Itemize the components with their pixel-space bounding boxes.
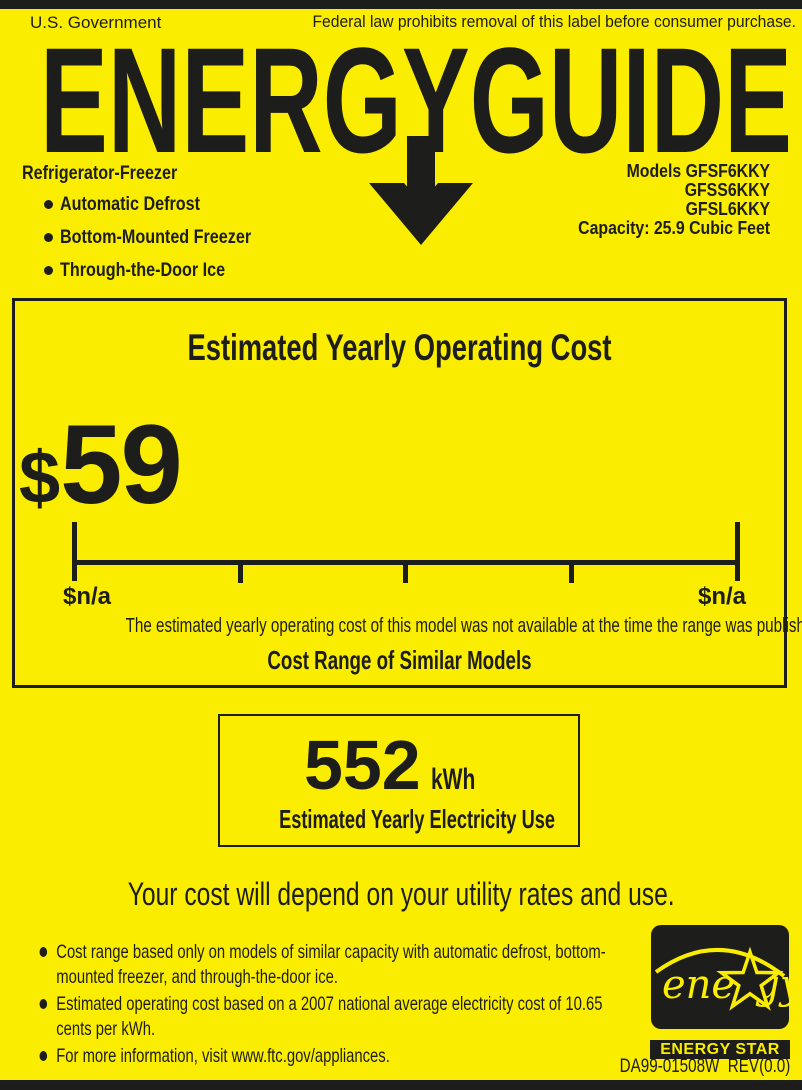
bullet-icon <box>44 266 53 275</box>
footnote-item: For more information, visit www.ftc.gov/… <box>38 1044 606 1069</box>
operating-cost-title: Estimated Yearly Operating Cost <box>187 327 612 368</box>
currency-symbol: $ <box>19 436 61 519</box>
kwh-unit: kWh <box>430 763 476 796</box>
cost-disclaimer: Your cost will depend on your utility ra… <box>127 876 675 912</box>
star-icon <box>716 946 784 1011</box>
product-description: Refrigerator-Freezer Automatic Defrost B… <box>22 163 285 284</box>
bullet-icon <box>39 999 48 1009</box>
footnote-text: Cost range based only on models of simil… <box>56 941 606 988</box>
electricity-use-caption: Estimated Yearly Electricity Use <box>279 804 555 834</box>
cost-amount: 59 <box>60 402 183 527</box>
model-info: Models GFSF6KKY GFSS6KKY GFSL6KKY Capaci… <box>578 162 770 238</box>
energyguide-logo: ENERGYGUIDE <box>40 36 792 245</box>
footnote-item: Cost range based only on models of simil… <box>38 940 606 990</box>
energy-star-badge: energy ENERGY STAR <box>650 924 802 1059</box>
footnotes-list: Cost range based only on models of simil… <box>38 940 606 1071</box>
bullet-icon <box>44 233 53 242</box>
government-text: U.S. Government <box>30 13 162 32</box>
feature-item: Through-the-Door Ice <box>22 258 285 284</box>
axis-mid-tick <box>403 560 408 583</box>
document-number: DA99-01508W REV(0.0) <box>619 1056 790 1077</box>
feature-label: Automatic Defrost <box>60 194 200 215</box>
axis-mid-tick <box>238 560 243 583</box>
axis-mid-tick <box>569 560 574 583</box>
capacity-line: Capacity: 25.9 Cubic Feet <box>578 218 770 238</box>
footnote-text: For more information, visit www.ftc.gov/… <box>56 1045 390 1067</box>
bottom-border-bar <box>0 1080 802 1090</box>
operating-cost-box: Estimated Yearly Operating Cost $ 59 $n/… <box>12 298 802 688</box>
kwh-value: 552 <box>303 726 421 804</box>
axis-end-tick-right <box>735 522 740 581</box>
footnote-text: Estimated operating cost based on a 2007… <box>56 993 603 1040</box>
range-min-label: $n/a <box>63 583 112 610</box>
model-line: GFSS6KKY <box>684 180 770 200</box>
top-border-bar <box>0 0 802 9</box>
energy-star-logo-icon: energy <box>651 925 802 1029</box>
feature-label: Bottom-Mounted Freezer <box>60 227 252 248</box>
model-line: GFSL6KKY <box>685 199 770 219</box>
range-max-label: $n/a <box>697 583 746 610</box>
feature-item: Bottom-Mounted Freezer <box>22 225 285 251</box>
cost-range-caption: Cost Range of Similar Models <box>267 645 532 675</box>
model-line: Models GFSF6KKY <box>626 161 770 181</box>
axis-end-tick-left <box>72 522 77 581</box>
electricity-use-box: 552 kWh Estimated Yearly Electricity Use <box>218 714 580 847</box>
feature-label: Through-the-Door Ice <box>60 260 226 281</box>
energy-script-text: energy <box>662 962 790 1008</box>
feature-item: Automatic Defrost <box>22 192 285 218</box>
footnote-item: Estimated operating cost based on a 2007… <box>38 992 606 1042</box>
bullet-icon <box>44 200 53 209</box>
product-category: Refrigerator-Freezer <box>22 163 178 184</box>
yearly-cost-value: $ 59 <box>19 402 183 527</box>
bullet-icon <box>39 1051 48 1061</box>
energy-star-wordmark: ENERGY STAR <box>650 1040 790 1059</box>
down-arrow-icon <box>369 183 473 245</box>
bullet-icon <box>39 947 48 957</box>
federal-notice-text: Federal law prohibits removal of this la… <box>312 13 796 31</box>
availability-note: The estimated yearly operating cost of t… <box>125 615 802 637</box>
